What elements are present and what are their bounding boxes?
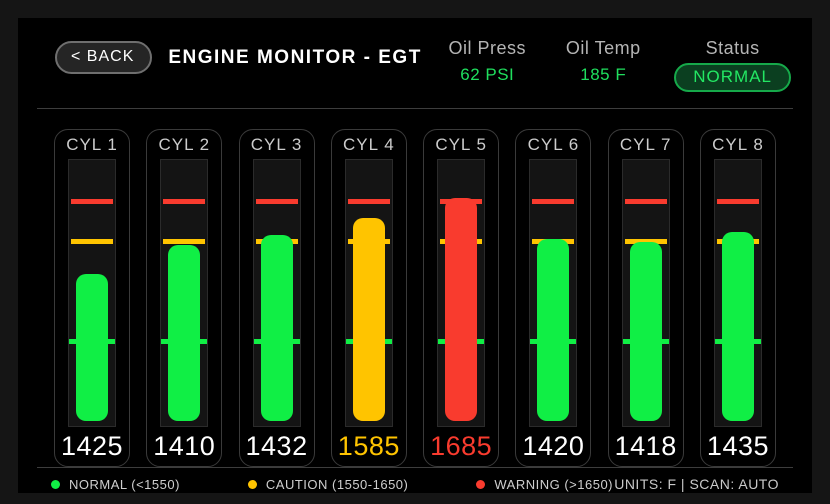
back-button[interactable]: < BACK [55,41,153,74]
egt-bar [352,217,385,421]
cylinder-label: CYL 8 [712,135,764,154]
legend-label: NORMAL (<1550) [69,476,180,492]
status-stat: Status NORMAL [674,38,791,92]
egt-bar [537,239,570,421]
cylinder-value: 1432 [245,431,308,461]
oil-press-value: 62 PSI [460,65,515,84]
page-title: ENGINE MONITOR - EGT [168,47,422,68]
cylinder-value: 1585 [337,431,400,461]
header-stats: Oil Press 62 PSI Oil Temp 185 F Status N… [442,38,793,92]
footer: NORMAL (<1550) CAUTION (1550-1650) WARNI… [37,467,793,501]
egt-gauge-track [713,159,762,427]
cylinder-card: CYL 8 1435 [699,129,776,467]
cylinder-label: CYL 7 [619,135,672,154]
cylinder-label: CYL 1 [66,135,118,154]
egt-gauge-track [529,159,578,427]
cylinder-value: 1410 [153,431,216,461]
warning-threshold-line [532,199,575,204]
legend-label: WARNING (>1650) [494,476,614,492]
cylinder-gauges: CYL 1 1425 CYL 2 1410 CYL 3 1432 CYL 4 [18,109,812,467]
egt-gauge-track [68,159,116,427]
legend-item: WARNING (>1650) [476,477,613,492]
legend-item: NORMAL (<1550) [51,477,180,492]
legend-dot-icon [247,479,257,489]
egt-bar [445,197,478,421]
oil-temp-label: Oil Temp [565,38,641,58]
cylinder-label: CYL 6 [527,135,580,154]
warning-threshold-line [163,199,206,204]
warning-threshold-line [716,199,759,204]
engine-monitor-panel: < BACK ENGINE MONITOR - EGT Oil Press 62… [18,18,812,493]
caution-threshold-line [624,239,667,244]
caution-threshold-line [163,239,206,244]
cylinder-label: CYL 5 [435,135,487,154]
egt-bar [168,245,201,421]
cylinder-card: CYL 2 1410 [146,129,223,467]
egt-gauge-track [160,159,209,427]
legend-label: CAUTION (1550-1650) [265,476,409,492]
header: < BACK ENGINE MONITOR - EGT Oil Press 62… [37,18,793,109]
egt-gauge-track [252,159,301,427]
caution-threshold-line [71,239,113,244]
cylinder-card: CYL 5 1685 [423,129,500,467]
cylinder-card: CYL 1 1425 [54,129,130,467]
oil-press-label: Oil Press [448,38,527,58]
warning-threshold-line [71,199,113,204]
status-label: Status [705,38,760,58]
warning-threshold-line [624,199,667,204]
egt-bar [721,232,754,421]
cylinder-value: 1418 [614,431,677,461]
legend: NORMAL (<1550) CAUTION (1550-1650) WARNI… [51,477,613,492]
cylinder-label: CYL 3 [250,135,303,154]
cylinder-value: 1685 [430,431,493,461]
oil-press-stat: Oil Press 62 PSI [442,38,532,85]
egt-gauge-track [344,159,393,427]
cylinder-card: CYL 3 1432 [238,129,315,467]
warning-threshold-line [255,199,298,204]
egt-bar [260,234,293,421]
warning-threshold-line [347,199,390,204]
cylinder-card: CYL 4 1585 [330,129,407,467]
status-badge: NORMAL [674,63,791,92]
cylinder-value: 1425 [60,431,124,461]
egt-bar [629,242,662,421]
egt-gauge-track [437,159,486,427]
cylinder-label: CYL 4 [343,135,395,154]
footer-settings-text: UNITS: F | SCAN: AUTO [614,476,779,492]
oil-temp-stat: Oil Temp 185 F [558,38,648,85]
legend-item: CAUTION (1550-1650) [247,476,409,492]
cylinder-card: CYL 7 1418 [607,129,684,467]
egt-bar [76,274,108,421]
cylinder-value: 1435 [706,431,769,461]
cylinder-label: CYL 2 [158,135,211,154]
cylinder-value: 1420 [522,431,585,461]
oil-temp-value: 185 F [580,65,627,84]
legend-dot-icon [51,479,60,489]
legend-dot-icon [476,479,486,489]
egt-gauge-track [621,159,670,427]
cylinder-card: CYL 6 1420 [515,129,592,467]
